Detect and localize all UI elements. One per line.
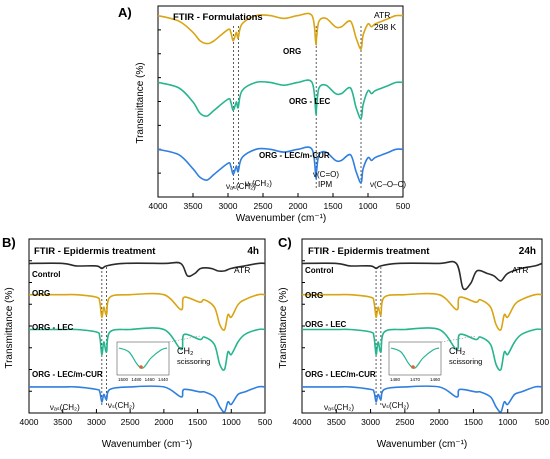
inset-series-line: [118, 347, 168, 369]
x-tick-label: 500: [535, 417, 549, 427]
measurement-note: ATR: [374, 10, 390, 20]
series-label: ORG: [283, 47, 301, 56]
band-annotation: νₐₛ(CH₂): [50, 403, 80, 412]
series-label: ORG - LEC/m-CUR: [32, 370, 103, 379]
series-line: [28, 292, 266, 331]
x-tick-label: 4000: [149, 201, 168, 211]
x-tick-label: 1000: [498, 417, 517, 427]
inset-tick-label: 1480: [390, 377, 401, 382]
x-tick-label: 500: [258, 417, 272, 427]
x-tick-label: 3500: [327, 417, 346, 427]
chart-title: FTIR - Epidermis treatment: [34, 246, 156, 257]
series-line: [301, 327, 543, 371]
series-label: ORG - LEC/m-CUR: [305, 370, 376, 379]
band-annotation: νₛ(CH₂): [108, 401, 135, 410]
inset-tick-label: 1460: [430, 377, 441, 382]
x-tick-label: 2500: [121, 417, 140, 427]
x-tick-label: 3000: [219, 201, 238, 211]
panel-letter: B): [2, 235, 16, 250]
series-label: ORG - LEC: [289, 97, 331, 106]
series-label: ORG: [32, 289, 50, 298]
series-line: [301, 385, 543, 413]
y-axis-label: Transmittance (%): [135, 62, 146, 143]
inset-label: scissoring: [449, 357, 482, 366]
x-tick-label: 3500: [53, 417, 72, 427]
series-line: [301, 292, 543, 331]
inset-marker: [411, 365, 415, 369]
band-annotation: ν(C–O–C): [370, 180, 406, 189]
panel-letter: C): [278, 235, 292, 250]
x-tick-label: 3000: [87, 417, 106, 427]
band-annotation: νₐₛ(CH₂): [324, 403, 354, 412]
series-label: Control: [32, 270, 60, 279]
panel-a: 4000 3500 3000 2500 2000 1500 1000 500 ORG ORG - …: [118, 5, 410, 224]
band-annotation: IPM: [318, 180, 333, 189]
band-annotation: νₐₛ(CH₂): [226, 182, 256, 191]
series-label: Control: [305, 266, 333, 275]
band-annotation: νₛ(CH₂): [245, 179, 272, 188]
inset-connector: [168, 335, 200, 343]
x-tick-label: 1500: [324, 201, 343, 211]
y-axis-label: Transmittance (%): [4, 287, 15, 368]
time-label: 4h: [247, 246, 259, 257]
band-annotation: νₛ(CH₂): [382, 401, 409, 410]
inset-tick-label: 1470: [410, 377, 421, 382]
x-tick-label: 500: [396, 201, 410, 211]
x-tick-label: 1500: [464, 417, 483, 427]
panel-b: 4000 3500 3000 2500 2000 1500 1000 500 Control OR…: [2, 235, 272, 450]
series-line: [28, 385, 266, 413]
series-line: [157, 79, 404, 120]
measurement-note: 298 K: [374, 22, 397, 32]
series-label: ORG - LEC: [305, 320, 347, 329]
inset-frame: [116, 341, 170, 376]
series-line: [28, 261, 266, 278]
y-axis-label: Transmittance (%): [278, 287, 289, 368]
x-tick-label: 1000: [359, 201, 378, 211]
inset-tick-label: 1500: [118, 377, 129, 382]
inset-frame: [388, 341, 442, 376]
series-line: [28, 327, 266, 371]
x-tick-label: 3000: [361, 417, 380, 427]
x-tick-label: 1000: [222, 417, 241, 427]
inset-marker: [139, 365, 143, 369]
inset-tick-label: 1440: [158, 377, 169, 382]
x-axis-label: Wavenumber (cm⁻¹): [236, 213, 326, 224]
panel-letter: A): [118, 5, 132, 20]
series-line: [301, 260, 543, 291]
x-tick-label: 2500: [395, 417, 414, 427]
x-tick-label: 2000: [430, 417, 449, 427]
series-line: [157, 12, 404, 51]
chart-title: FTIR - Epidermis treatment: [308, 246, 430, 257]
x-tick-label: 1500: [188, 417, 207, 427]
measurement-note: ATR: [234, 265, 250, 275]
time-label: 24h: [519, 246, 536, 257]
inset-label: CH₂: [177, 346, 194, 356]
inset-tick-label: 1460: [145, 377, 156, 382]
series-label: ORG - LEC: [32, 323, 74, 332]
inset-tick-label: 1480: [131, 377, 142, 382]
inset-label: scissoring: [177, 357, 210, 366]
x-tick-label: 3500: [184, 201, 203, 211]
series-label: ORG - LEC/m-CUR: [259, 151, 330, 160]
x-tick-label: 2000: [154, 417, 173, 427]
measurement-note: ATR: [512, 265, 528, 275]
x-axis-label: Wavenumber (cm⁻¹): [377, 439, 467, 450]
panel-c: 4000 3500 3000 2500 2000 1500 1000 500 Control OR…: [278, 235, 549, 450]
inset-series-line: [390, 347, 440, 369]
inset-label: CH₂: [449, 346, 466, 356]
x-axis-label: Wavenumber (cm⁻¹): [102, 439, 192, 450]
series-label: ORG: [305, 291, 323, 300]
series-line: [157, 146, 404, 184]
x-tick-label: 4000: [293, 417, 312, 427]
x-tick-label: 4000: [20, 417, 39, 427]
chart-title: FTIR - Formulations: [173, 12, 263, 23]
x-tick-label: 2500: [254, 201, 273, 211]
band-annotation: ν(C=O): [313, 170, 339, 179]
x-tick-label: 2000: [289, 201, 308, 211]
